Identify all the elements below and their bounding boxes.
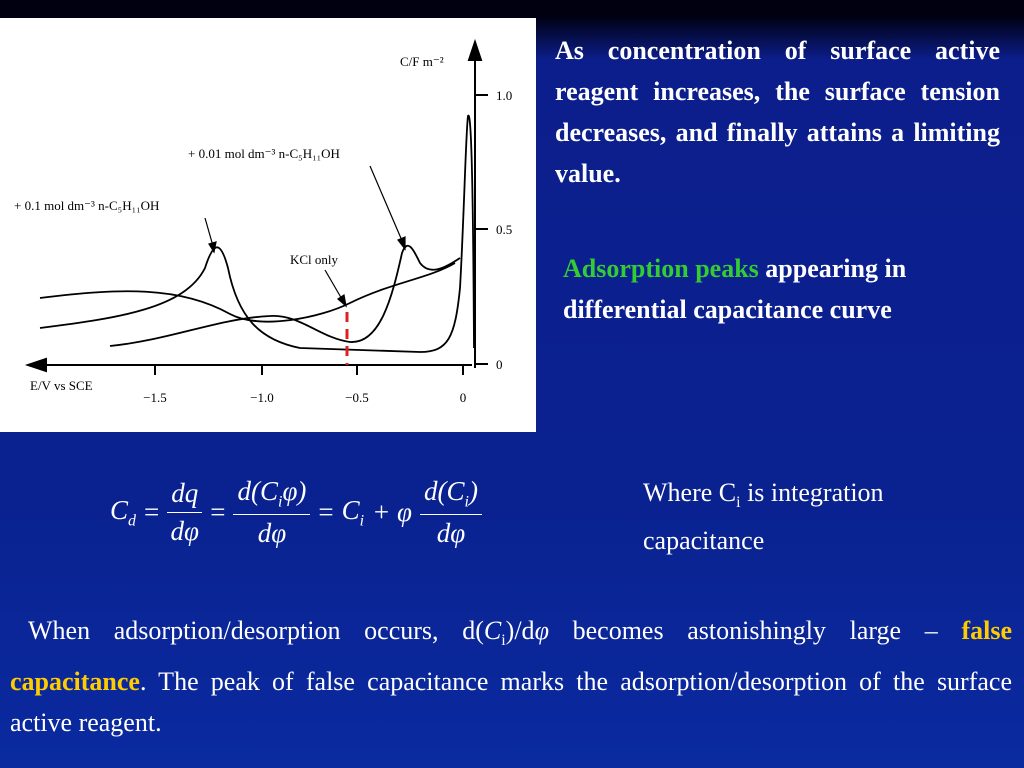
bottom-text: When adsorption/desorption occurs, d(Ci)…: [10, 610, 1012, 743]
subscript: d: [128, 512, 137, 530]
text: appearing in differential capacitance cu…: [563, 254, 907, 324]
equals: =: [144, 497, 160, 528]
text: is integration capacitance: [643, 478, 884, 556]
denominator: dφ: [436, 518, 466, 549]
plus-phi: + φ: [372, 497, 412, 528]
text: . The peak of false capacitance marks th…: [10, 667, 1012, 738]
text: )/d: [505, 616, 535, 645]
text: d(C: [237, 476, 278, 506]
fraction: d(Ciφ) dφ: [233, 476, 311, 549]
subscript: i: [277, 493, 283, 511]
x-tick-label: −0.5: [345, 390, 369, 405]
y-axis-label: C/F m⁻²: [400, 54, 444, 69]
numerator: d(Ciφ): [233, 476, 311, 516]
numerator: dq: [167, 478, 203, 514]
text: d(C: [424, 476, 465, 506]
symbol: Cd: [110, 495, 136, 530]
text: When adsorption/desorption occurs, d(: [28, 616, 484, 645]
figure: C/F m⁻² E/V vs SCE 1.0 0.5 0 −1.5 −1.0 −…: [0, 18, 536, 432]
highlight: false capacitance: [10, 616, 1012, 697]
x-tick-label: −1.5: [143, 390, 167, 405]
subscript: i: [501, 632, 506, 650]
symbol: C: [110, 495, 129, 525]
curves: [39, 114, 475, 353]
x-tick-label: −1.0: [250, 390, 274, 405]
x-tick-label: 0: [460, 390, 467, 405]
annotation-arrows: [204, 165, 406, 308]
subscript: i: [464, 493, 469, 511]
annotation: + 0.01 mol dm⁻³ n-C₅H₁₁OH: [188, 146, 340, 161]
fraction: dq dφ: [167, 478, 203, 547]
fraction: d(Ci) dφ: [420, 476, 482, 549]
text: becomes astonishingly large –: [548, 616, 962, 645]
y-tick-label: 0: [496, 357, 503, 372]
y-tick-label: 0.5: [496, 222, 512, 237]
text: Where C: [643, 478, 737, 507]
y-tick-label: 1.0: [496, 88, 512, 103]
intro-text: As concentration of surface active reage…: [555, 36, 1000, 188]
equals: =: [210, 497, 226, 528]
peaks-text: Adsorption peaks appearing in differenti…: [563, 248, 983, 330]
x-axis-label: E/V vs SCE: [30, 378, 93, 393]
symbol: φ: [534, 616, 549, 645]
note: Where Ci is integration capacitance: [643, 474, 973, 560]
symbol: Ci: [342, 495, 364, 530]
annotation: + 0.1 mol dm⁻³ n-C₅H₁₁OH: [14, 198, 159, 213]
symbol: C: [341, 495, 360, 525]
subscript: i: [736, 494, 741, 512]
axes: [24, 38, 488, 375]
denominator: dφ: [257, 518, 287, 549]
denominator: dφ: [170, 516, 199, 547]
numerator: d(Ci): [420, 476, 482, 516]
equation: Cd = dq dφ = d(Ciφ) dφ = Ci + φ d(Ci) dφ: [110, 476, 482, 549]
symbol: C: [483, 616, 502, 645]
annotation: KCl only: [290, 252, 339, 267]
text: ): [468, 476, 478, 506]
text: φ): [282, 476, 307, 506]
equals: =: [318, 497, 334, 528]
subscript: i: [359, 512, 365, 530]
highlight: Adsorption peaks: [563, 254, 759, 283]
